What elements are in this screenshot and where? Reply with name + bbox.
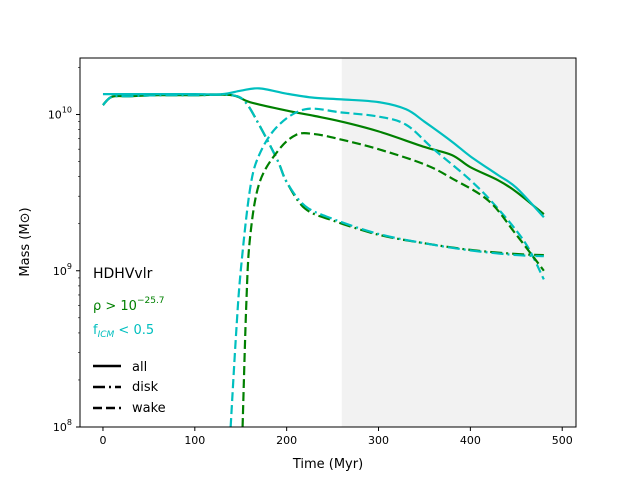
- x-tick-label: 200: [276, 434, 297, 447]
- y-axis-label-text: Mass (M⊙): [18, 207, 33, 276]
- x-tick-label: 500: [552, 434, 573, 447]
- x-tick-label: 300: [368, 434, 389, 447]
- x-axis-label: Time (Myr): [292, 457, 363, 472]
- annotation-run-name: HDHVvlr: [93, 266, 153, 282]
- plot-frame: [79, 57, 577, 428]
- shaded-region: [341, 58, 576, 427]
- annotation-ficm-sub: ICM: [98, 330, 115, 340]
- annotation-density-base: ρ > 10: [93, 299, 137, 314]
- y-axis-label: Mass (M⊙): [18, 207, 33, 276]
- annotation-density-cut: ρ > 10−25.7: [93, 296, 165, 314]
- annotation-ficm-base: f: [93, 323, 98, 338]
- y-tick-label: 1010: [48, 106, 72, 122]
- y-tick-label: 108: [53, 418, 72, 434]
- legend-label-disk: disk: [132, 380, 159, 395]
- y-tick-label: 109: [53, 262, 72, 278]
- legend: all disk wake: [93, 360, 166, 416]
- x-tick-label: 400: [460, 434, 481, 447]
- legend-label-wake: wake: [132, 401, 166, 416]
- annotation-ficm-cut: fICM < 0.5: [93, 323, 154, 340]
- annotation-density-exp: −25.7: [137, 296, 165, 306]
- legend-label-all: all: [132, 360, 147, 375]
- x-tick-label: 0: [99, 434, 106, 447]
- annotation-ficm-rest: < 0.5: [114, 323, 154, 338]
- series-line-rho-wake: [241, 132, 545, 427]
- series-line-ficm-disk: [102, 93, 544, 258]
- series-line-ficm-wake: [229, 107, 545, 427]
- x-tick-label: 100: [184, 434, 205, 447]
